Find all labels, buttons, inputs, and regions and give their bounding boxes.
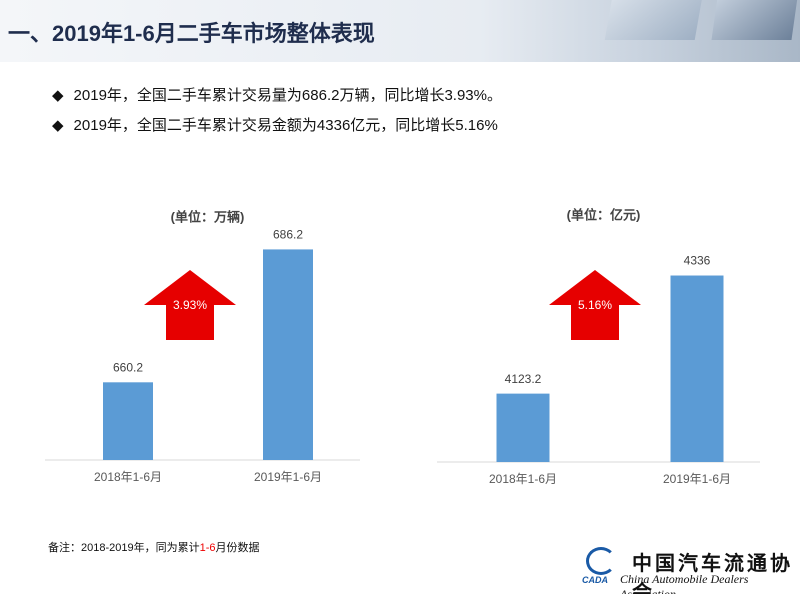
- bullet-text: 2019年，全国二手车累计交易金额为4336亿元，同比增长5.16%: [73, 117, 498, 134]
- bullet-text: 2019年，全国二手车累计交易量为686.2万辆，同比增长3.93%。: [73, 87, 502, 104]
- header: 一、2019年1-6月二手车市场整体表现: [0, 0, 800, 62]
- bar: [670, 275, 724, 462]
- bullet: ◆ 2019年，全国二手车累计交易金额为4336亿元，同比增长5.16%: [52, 117, 498, 134]
- logo-english: China Automobile Dealers Association: [620, 572, 749, 594]
- growth-arrow: [549, 270, 641, 340]
- growth-label: 3.93%: [173, 298, 207, 312]
- value-label: 4336: [684, 254, 711, 268]
- bar: [496, 393, 550, 462]
- x-tick-label: 2018年1-6月: [489, 472, 557, 486]
- x-tick-label: 2019年1-6月: [254, 470, 322, 484]
- bullet: ◆ 2019年，全国二手车累计交易量为686.2万辆，同比增长3.93%。: [52, 87, 502, 104]
- footnote: 备注：2018-2019年，同为累计1-6月份数据: [48, 539, 260, 555]
- unit-label: (单位：万辆): [171, 209, 245, 224]
- footnote-text: 月份数据: [215, 542, 260, 554]
- logo-abbr: CADA: [582, 575, 608, 585]
- footnote-text: 1-6: [199, 542, 216, 554]
- logo-chinese: 中国汽车流通协会: [632, 551, 793, 594]
- logo-mark: [586, 547, 616, 575]
- footnote-text: 备注：2018-2019年，同为累计: [48, 542, 200, 554]
- x-tick-label: 2018年1-6月: [94, 470, 162, 484]
- value-label: 660.2: [113, 360, 143, 374]
- value-label: 686.2: [273, 228, 303, 242]
- growth-arrow: [144, 270, 236, 340]
- growth-label: 5.16%: [578, 298, 612, 312]
- bar: [103, 382, 153, 460]
- x-tick-label: 2019年1-6月: [663, 472, 731, 486]
- bar: [263, 249, 313, 460]
- logo: 中国汽车流通协会 China Automobile Dealers Associ…: [580, 545, 795, 594]
- value-label: 4123.2: [505, 372, 542, 386]
- unit-label: (单位：亿元): [567, 207, 641, 222]
- slide-title: 一、2019年1-6月二手车市场整体表现: [8, 21, 375, 46]
